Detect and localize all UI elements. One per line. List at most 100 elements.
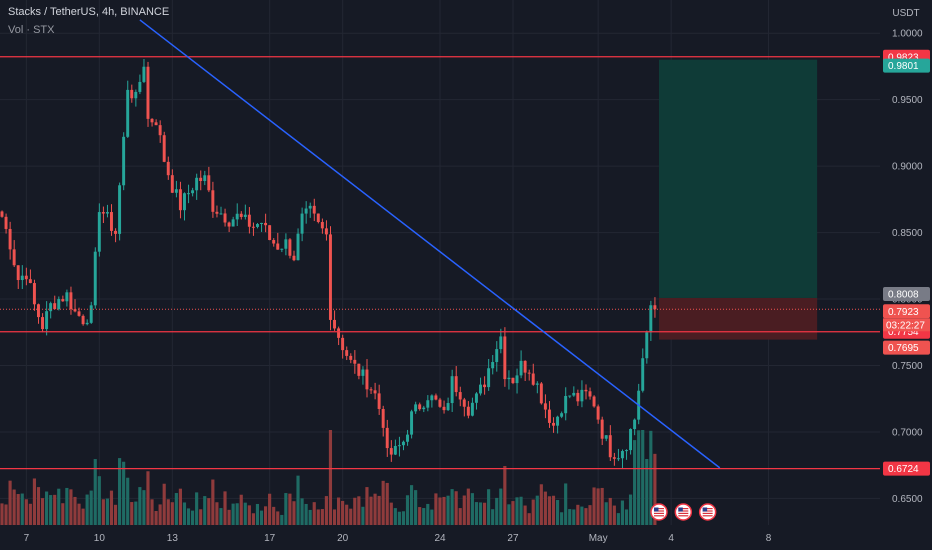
- candle: [268, 225, 272, 241]
- candle: [284, 233, 288, 256]
- candle: [422, 405, 426, 413]
- volume-bar: [251, 513, 255, 525]
- volume-bar: [247, 505, 251, 525]
- volume-bar: [535, 495, 539, 525]
- volume-bar: [255, 503, 260, 525]
- volume-bar: [211, 479, 215, 525]
- price-tick-label: 0.6500: [892, 494, 923, 505]
- candle: [539, 382, 543, 405]
- stop-zone[interactable]: [658, 297, 818, 340]
- stop-price-tag: 0.7695: [883, 340, 930, 355]
- level-price-tag: 0.6724: [883, 461, 930, 476]
- volume-bar: [49, 495, 53, 525]
- candle: [77, 307, 81, 317]
- volume-bar: [300, 498, 304, 525]
- volume-bar: [304, 503, 308, 525]
- volume-bar: [32, 478, 36, 525]
- candle: [223, 208, 227, 227]
- candle: [572, 386, 576, 397]
- candle: [377, 384, 381, 415]
- volume-bar: [434, 493, 438, 525]
- volume-bar: [65, 487, 69, 525]
- volume-bar: [77, 503, 81, 525]
- candle: [483, 376, 487, 395]
- volume-bar: [633, 440, 637, 525]
- candle: [32, 279, 36, 311]
- volume-bar: [645, 459, 649, 525]
- candle: [564, 387, 568, 421]
- date-tick-label: May: [589, 533, 608, 544]
- candle: [8, 221, 12, 260]
- price-axis[interactable]: USDT1.00000.95000.90000.85000.80000.7500…: [880, 0, 932, 550]
- candle: [308, 202, 312, 218]
- volume-bar: [349, 508, 353, 525]
- us-flag-icon[interactable]: [650, 503, 668, 521]
- candle: [316, 213, 320, 224]
- candle: [604, 435, 608, 442]
- candle: [649, 300, 653, 341]
- volume-bar: [146, 471, 150, 525]
- candle: [600, 416, 604, 445]
- candle: [69, 286, 73, 315]
- volume-bar: [81, 508, 85, 525]
- volume-bar: [624, 509, 629, 525]
- volume-bar: [138, 487, 142, 525]
- volume-bar: [182, 502, 187, 525]
- volume-bar: [543, 491, 547, 525]
- volume-bar: [438, 497, 442, 525]
- candle: [487, 358, 491, 391]
- candle: [430, 394, 434, 408]
- candle: [389, 440, 393, 462]
- volume-bar: [89, 490, 93, 525]
- volume-bar: [284, 493, 288, 525]
- volume-bar: [422, 508, 426, 525]
- candle: [479, 377, 482, 396]
- candle: [288, 238, 292, 259]
- volume-bar: [174, 493, 178, 525]
- svg-text:0.8008: 0.8008: [888, 289, 919, 300]
- price-tick-label: 0.9500: [892, 95, 923, 106]
- candle: [345, 346, 349, 361]
- trendline[interactable]: [139, 19, 721, 469]
- volume-bar: [580, 506, 584, 525]
- volume-bar: [397, 511, 401, 525]
- candle: [97, 203, 101, 257]
- volume-bar: [24, 499, 28, 525]
- candle: [547, 401, 551, 428]
- candle: [385, 419, 389, 457]
- volume-bar: [637, 430, 641, 525]
- candle: [215, 205, 219, 218]
- candle: [438, 397, 442, 408]
- date-tick-label: 7: [24, 533, 30, 544]
- volume-bar: [377, 495, 381, 525]
- candle: [625, 449, 628, 460]
- candle: [519, 350, 523, 379]
- candle: [28, 269, 32, 284]
- volume-bar: [134, 501, 138, 525]
- candle: [470, 397, 474, 417]
- candle: [191, 187, 195, 197]
- target-zone[interactable]: [658, 59, 818, 298]
- candle: [130, 84, 134, 103]
- volume-bar: [73, 496, 77, 525]
- us-flag-icon[interactable]: [698, 503, 717, 521]
- candle: [580, 380, 584, 408]
- candle: [81, 314, 85, 326]
- date-tick-label: 10: [94, 533, 106, 544]
- candle: [474, 392, 478, 410]
- candle: [292, 250, 296, 262]
- bar-countdown: 03:22:27: [883, 318, 930, 332]
- volume-bar: [357, 496, 361, 525]
- volume-bars: [0, 430, 657, 525]
- candle: [466, 401, 470, 419]
- us-flag-icon[interactable]: [674, 503, 693, 521]
- volume-bar: [215, 502, 219, 525]
- svg-text:0.7923: 0.7923: [888, 307, 919, 318]
- volume-bar: [97, 476, 101, 525]
- volume-bar: [551, 495, 556, 525]
- candle: [105, 204, 109, 218]
- volume-bar: [568, 509, 572, 525]
- time-axis[interactable]: 7 10 13 17 20 24 27 May 4 8: [0, 525, 880, 550]
